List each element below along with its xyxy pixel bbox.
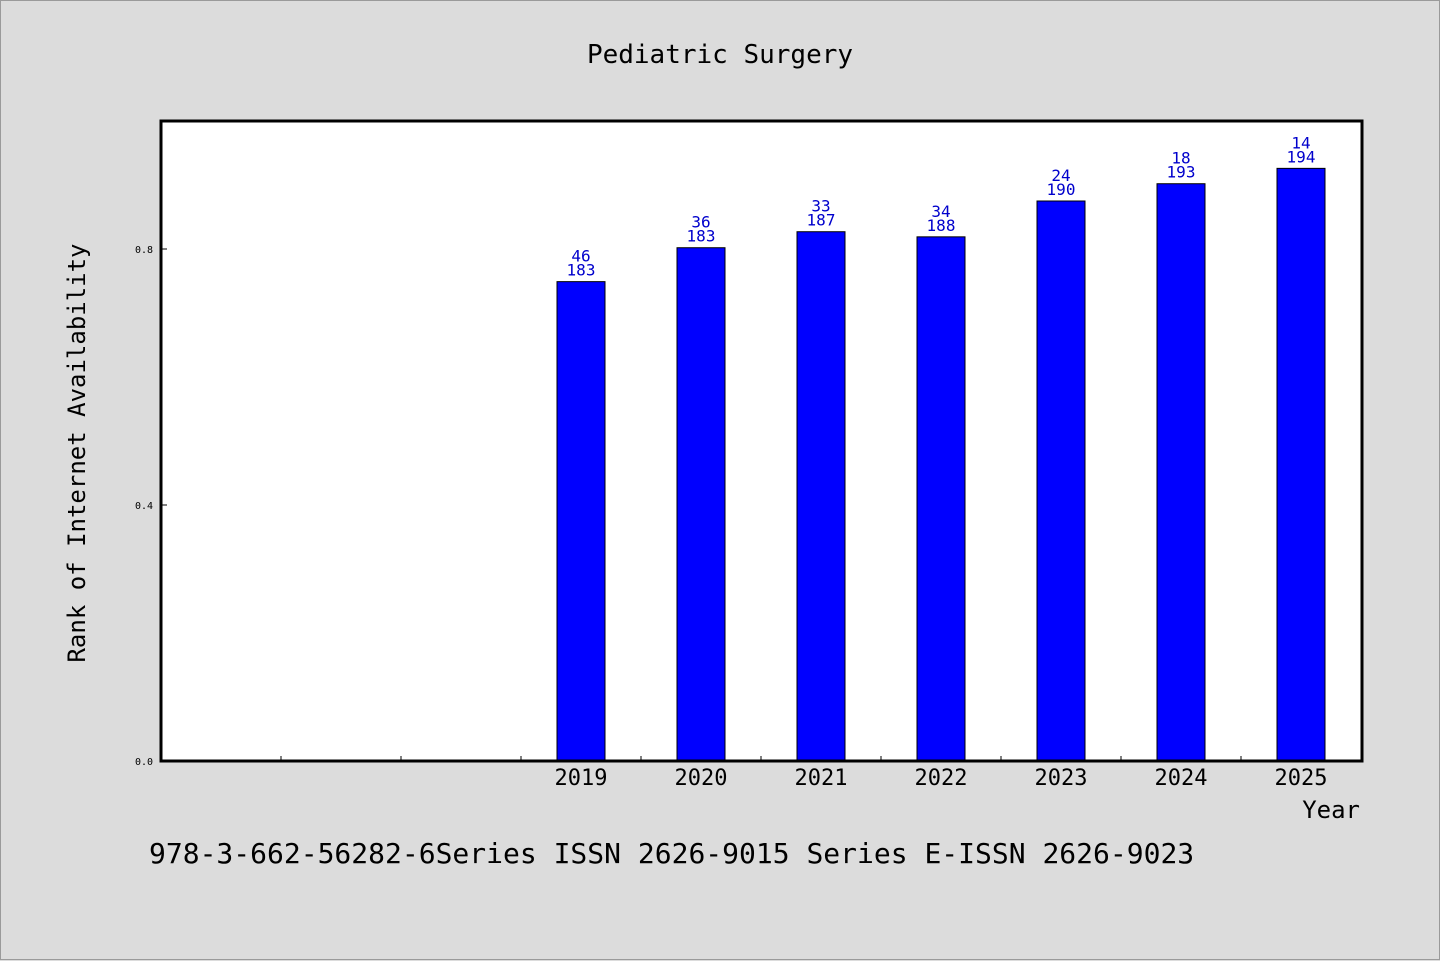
x-tick-label-2025: 2025 [1275, 766, 1328, 791]
bar-label-top-2022: 34 [931, 202, 950, 221]
x-axis-label: Year [1302, 796, 1360, 824]
chart-title: Pediatric Surgery [587, 40, 853, 70]
x-tick-label-2023: 2023 [1035, 766, 1088, 791]
bar-2024 [1156, 183, 1206, 762]
bar-2020 [676, 247, 726, 762]
bar-label-top-2025: 14 [1291, 133, 1310, 152]
bar-2022 [916, 236, 966, 762]
bar-label-top-2024: 18 [1171, 149, 1190, 168]
bar-label-bottom-2021: 187 [807, 211, 836, 230]
bar-label-top-2019: 46 [571, 247, 590, 266]
bar-label-bottom-2022: 188 [927, 216, 956, 235]
plot-frame [159, 119, 1364, 763]
bar-2021 [796, 231, 846, 762]
bars-group [556, 167, 1326, 762]
bar-label-top-2023: 24 [1051, 166, 1070, 185]
bar-label-bottom-2025: 194 [1287, 147, 1316, 166]
bar-label-bottom-2019: 183 [567, 261, 596, 280]
x-ticks-group: 2019 2020 2021 2022 2023 2024 2025 [280, 756, 1328, 791]
bar-label-top-2021: 33 [811, 197, 830, 216]
bar-2023 [1036, 200, 1086, 762]
bar-label-bottom-2023: 190 [1047, 180, 1076, 199]
x-tick-label-2021: 2021 [795, 766, 848, 791]
bar-label-bottom-2024: 193 [1167, 163, 1196, 182]
bar-2019 [556, 281, 606, 762]
y-tick-label: 0.4 [135, 501, 153, 512]
x-tick-label-2019: 2019 [555, 766, 608, 791]
y-tick-label: 0.8 [135, 245, 153, 256]
footer-text: 978-3-662-56282-6Series ISSN 2626-9015 S… [149, 837, 1194, 870]
y-axis-label: Rank of Internet Availability [63, 243, 91, 662]
bar-2025 [1276, 167, 1326, 762]
bar-label-bottom-2020: 183 [687, 227, 716, 246]
x-tick-label-2024: 2024 [1155, 766, 1208, 791]
x-tick-label-2020: 2020 [675, 766, 728, 791]
bar-label-top-2020: 36 [691, 213, 710, 232]
x-tick-label-2022: 2022 [915, 766, 968, 791]
y-tick-label: 0.0 [135, 757, 153, 768]
